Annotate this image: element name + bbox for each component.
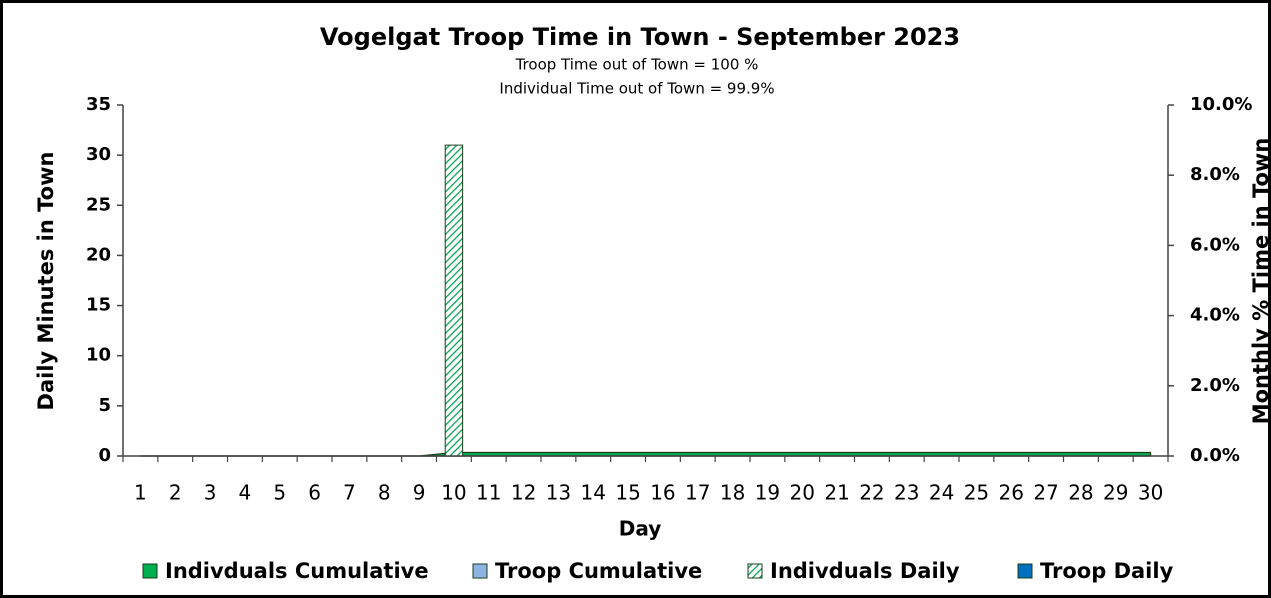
x-tick-label: 24 — [929, 481, 954, 505]
y-tick-label: 25 — [86, 194, 111, 215]
x-axis-title: Day — [619, 517, 662, 541]
y-tick-label: 20 — [86, 244, 111, 265]
x-tick-label: 3 — [204, 481, 217, 505]
y2-tick-label: 0.0% — [1190, 445, 1240, 466]
x-tick-label: 28 — [1068, 481, 1093, 505]
subtitle: Troop Time out of Town = 100 % — [515, 56, 759, 74]
legend-label: Indivduals Cumulative — [165, 559, 429, 583]
x-tick-label: 17 — [685, 481, 710, 505]
legend-swatch — [747, 563, 763, 579]
x-tick-label: 4 — [239, 481, 252, 505]
y-tick-label: 15 — [86, 295, 111, 316]
x-tick-label: 1 — [134, 481, 147, 505]
y-axis-title: Daily Minutes in Town — [34, 152, 58, 411]
legend-swatch — [1017, 563, 1033, 579]
y2-tick-label: 8.0% — [1190, 164, 1240, 185]
legend-label: Troop Daily — [1040, 559, 1174, 583]
x-tick-label: 26 — [999, 481, 1024, 505]
x-tick-label: 12 — [511, 481, 536, 505]
y2-tick-label: 6.0% — [1190, 234, 1240, 255]
x-tick-label: 23 — [894, 481, 919, 505]
x-tick-label: 10 — [441, 481, 466, 505]
y2-tick-label: 4.0% — [1190, 305, 1240, 326]
x-tick-label: 30 — [1138, 481, 1163, 505]
x-tick-label: 27 — [1033, 481, 1058, 505]
legend-label: Indivduals Daily — [770, 559, 960, 583]
x-tick-label: 15 — [615, 481, 640, 505]
legend-label: Troop Cumulative — [495, 559, 702, 583]
x-tick-label: 18 — [720, 481, 745, 505]
subtitle: Individual Time out of Town = 99.9% — [499, 80, 774, 98]
x-tick-label: 13 — [546, 481, 571, 505]
y2-tick-label: 10.0% — [1190, 94, 1252, 115]
x-tick-label: 20 — [790, 481, 815, 505]
x-tick-label: 8 — [378, 481, 391, 505]
x-tick-label: 7 — [343, 481, 356, 505]
y-tick-label: 35 — [86, 94, 111, 115]
x-tick-label: 29 — [1103, 481, 1128, 505]
x-tick-label: 19 — [755, 481, 780, 505]
x-tick-label: 6 — [308, 481, 321, 505]
y-tick-label: 0 — [98, 445, 111, 466]
y2-tick-label: 2.0% — [1190, 375, 1240, 396]
legend-swatch — [472, 563, 488, 579]
x-tick-label: 14 — [581, 481, 606, 505]
bar — [444, 144, 464, 457]
y2-axis-title: Monthly % Time in Town — [1249, 138, 1271, 425]
x-tick-label: 9 — [413, 481, 426, 505]
chart-title: Vogelgat Troop Time in Town - September … — [320, 23, 960, 51]
x-tick-label: 25 — [964, 481, 989, 505]
x-tick-label: 11 — [476, 481, 501, 505]
legend-swatch — [142, 563, 158, 579]
x-tick-label: 21 — [824, 481, 849, 505]
x-tick-label: 22 — [859, 481, 884, 505]
y-tick-label: 30 — [86, 144, 111, 165]
y-tick-label: 10 — [86, 345, 111, 366]
y-tick-label: 5 — [98, 395, 111, 416]
x-tick-label: 16 — [650, 481, 675, 505]
x-tick-label: 5 — [273, 481, 286, 505]
x-tick-label: 2 — [169, 481, 182, 505]
